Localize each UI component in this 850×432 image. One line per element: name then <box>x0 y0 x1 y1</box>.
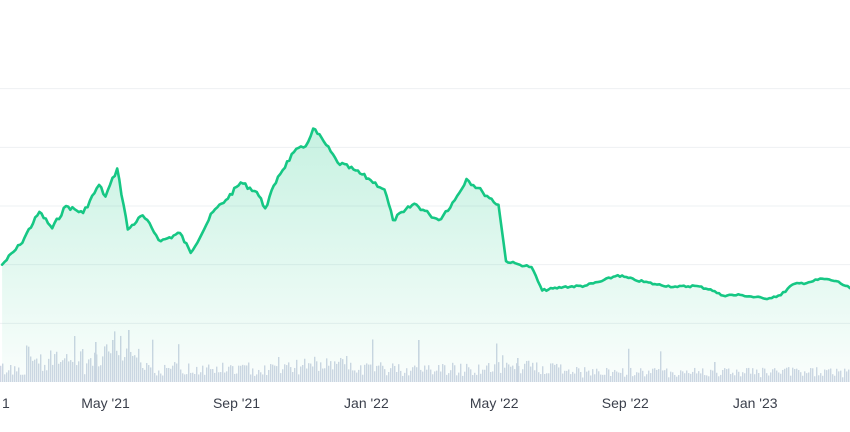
price-line <box>0 127 850 301</box>
x-tick-label: Sep '22 <box>602 395 649 411</box>
price-area-fill <box>2 128 850 382</box>
x-tick-label: May '21 <box>81 395 130 411</box>
x-tick-label: Jan '23 <box>733 395 778 411</box>
volume-bar <box>0 365 2 382</box>
x-tick-label: Sep '21 <box>213 395 260 411</box>
x-axis: 1 May '21 Sep '21 Jan '22 May '22 Sep '22 Jan … <box>2 395 778 411</box>
x-tick-label: May '22 <box>470 395 519 411</box>
x-tick-label-partial: 1 <box>2 395 10 411</box>
x-tick-label: Jan '22 <box>344 395 389 411</box>
